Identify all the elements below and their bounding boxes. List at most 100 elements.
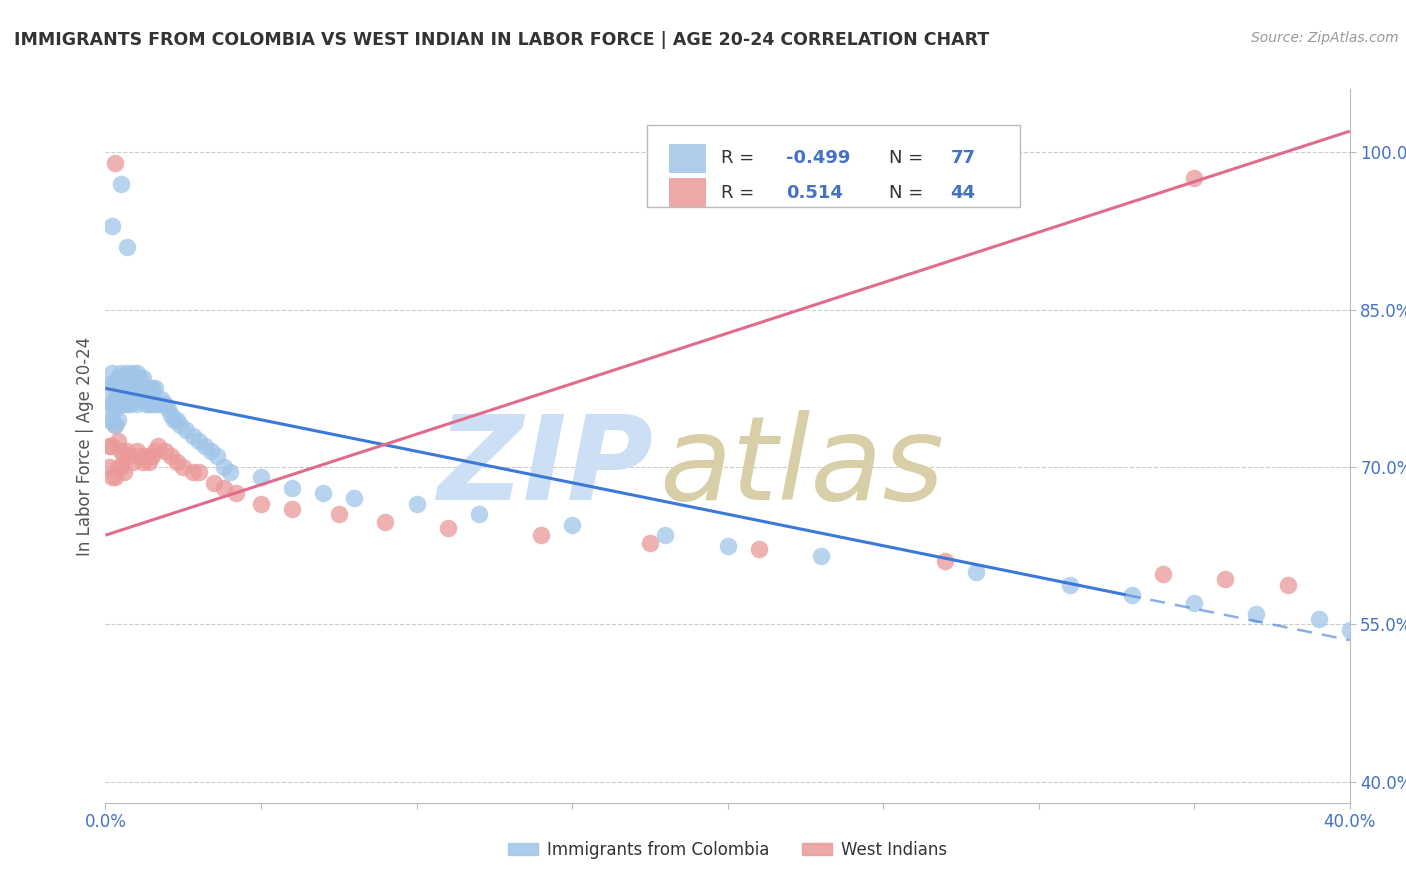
Point <box>107 413 129 427</box>
Bar <box>669 178 706 207</box>
Point <box>125 444 148 458</box>
Point <box>1339 623 1361 637</box>
Point <box>122 455 145 469</box>
Point <box>166 413 188 427</box>
Point <box>110 177 132 191</box>
Point <box>934 554 956 568</box>
Point <box>187 465 209 479</box>
Text: -0.499: -0.499 <box>786 150 851 168</box>
Point <box>654 528 676 542</box>
Point <box>1277 577 1299 591</box>
Point <box>141 450 163 464</box>
Point <box>120 450 142 464</box>
Bar <box>669 145 706 173</box>
Point <box>467 507 489 521</box>
Point <box>100 439 122 453</box>
Point <box>153 397 176 411</box>
Point <box>110 366 132 380</box>
Point <box>125 381 148 395</box>
Point <box>100 366 122 380</box>
Point <box>138 455 160 469</box>
Point <box>97 397 120 411</box>
Point <box>436 521 458 535</box>
Point <box>141 397 163 411</box>
Point <box>225 486 247 500</box>
Point <box>181 465 204 479</box>
Point <box>159 450 181 464</box>
Point <box>1308 612 1330 626</box>
Point <box>110 397 132 411</box>
Y-axis label: In Labor Force | Age 20-24: In Labor Force | Age 20-24 <box>76 336 94 556</box>
Text: atlas: atlas <box>659 410 945 524</box>
Point <box>1059 577 1081 591</box>
Point <box>110 381 132 395</box>
Point <box>128 371 150 385</box>
Point <box>128 450 150 464</box>
Point <box>122 366 145 380</box>
Point <box>202 475 225 490</box>
Point <box>172 460 194 475</box>
Point <box>97 460 120 475</box>
Point <box>115 444 138 458</box>
Point <box>250 497 273 511</box>
Text: IMMIGRANTS FROM COLOMBIA VS WEST INDIAN IN LABOR FORCE | AGE 20-24 CORRELATION C: IMMIGRANTS FROM COLOMBIA VS WEST INDIAN … <box>14 31 990 49</box>
Point <box>120 397 142 411</box>
Point <box>107 434 129 448</box>
Point <box>143 444 166 458</box>
Point <box>104 376 127 390</box>
Point <box>810 549 832 564</box>
Point <box>97 413 120 427</box>
Point <box>125 397 148 411</box>
Point <box>153 444 176 458</box>
Point <box>97 381 120 395</box>
Point <box>112 450 135 464</box>
Point <box>104 402 127 417</box>
Point <box>125 366 148 380</box>
Point <box>1182 596 1205 610</box>
Point <box>638 535 661 549</box>
Point <box>148 439 170 453</box>
Point <box>100 413 122 427</box>
Point <box>143 397 166 411</box>
Text: ZIP: ZIP <box>437 410 652 524</box>
Point <box>112 371 135 385</box>
Point <box>530 528 553 542</box>
Point <box>200 444 222 458</box>
Point <box>107 397 129 411</box>
Text: 77: 77 <box>950 150 976 168</box>
Point <box>218 465 242 479</box>
Text: N =: N = <box>890 184 929 202</box>
Point <box>138 397 160 411</box>
Point <box>143 381 166 395</box>
Point <box>1182 171 1205 186</box>
Text: 0.514: 0.514 <box>786 184 844 202</box>
Point <box>1121 588 1143 602</box>
Point <box>120 371 142 385</box>
Point <box>148 397 170 411</box>
Point <box>104 417 127 432</box>
Point <box>250 470 273 484</box>
Point <box>107 371 129 385</box>
Point <box>115 397 138 411</box>
Point <box>100 470 122 484</box>
Point <box>1215 572 1237 586</box>
Point <box>104 392 127 406</box>
Legend: Immigrants from Colombia, West Indians: Immigrants from Colombia, West Indians <box>502 835 953 866</box>
Point <box>181 428 204 442</box>
Point <box>207 450 229 464</box>
Point <box>104 417 127 432</box>
Point <box>115 366 138 380</box>
Point <box>405 497 427 511</box>
Point <box>1152 567 1174 582</box>
Point <box>166 455 188 469</box>
Point <box>965 565 987 579</box>
Point <box>107 381 129 395</box>
Point <box>141 381 163 395</box>
Point <box>176 423 198 437</box>
Text: N =: N = <box>890 150 929 168</box>
Point <box>312 486 335 500</box>
Point <box>112 397 135 411</box>
Text: R =: R = <box>721 150 761 168</box>
Point <box>281 481 304 495</box>
Point <box>100 376 122 390</box>
